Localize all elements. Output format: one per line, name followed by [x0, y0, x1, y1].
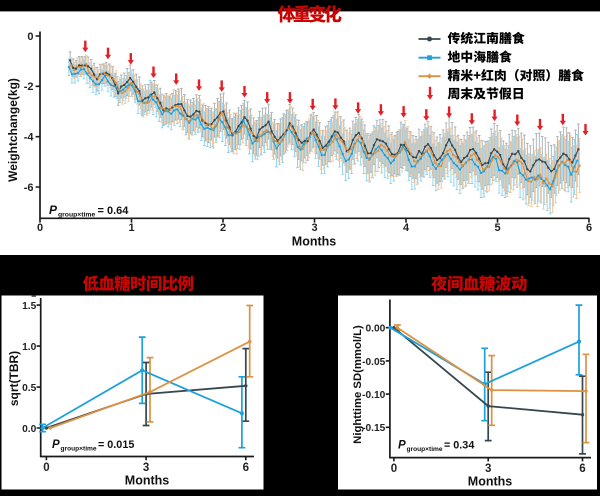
svg-text:-4: -4 [24, 132, 35, 144]
svg-text:-6: -6 [24, 182, 34, 194]
svg-text:group×time: group×time [61, 445, 97, 452]
svg-text:Months: Months [125, 474, 169, 488]
svg-text:-0.10: -0.10 [362, 390, 386, 401]
svg-text:6: 6 [579, 463, 585, 475]
svg-text:= 0.015: = 0.015 [98, 439, 134, 451]
svg-text:group×time: group×time [58, 212, 95, 219]
svg-text:group×time: group×time [407, 446, 443, 453]
svg-text:3: 3 [485, 463, 491, 475]
svg-text:P: P [398, 440, 406, 452]
svg-text:5: 5 [494, 222, 500, 234]
svg-text:0.0: 0.0 [22, 424, 36, 435]
svg-text:Nighttime SD(mmol/L): Nighttime SD(mmol/L) [352, 325, 364, 444]
svg-text:-2: -2 [24, 81, 34, 93]
svg-text:-0.05: -0.05 [362, 357, 386, 368]
svg-text:Months: Months [468, 475, 512, 489]
svg-text:6: 6 [586, 222, 592, 234]
svg-text:1.0: 1.0 [22, 342, 36, 353]
svg-text:= 0.34: = 0.34 [444, 440, 474, 452]
svg-text:Weightchange(kg): Weightchange(kg) [6, 78, 20, 182]
svg-text:4: 4 [403, 222, 410, 234]
svg-text:3: 3 [143, 462, 149, 474]
svg-text:0: 0 [27, 31, 33, 43]
svg-text:1.5: 1.5 [22, 301, 36, 312]
svg-text:0: 0 [43, 462, 49, 474]
svg-text:P: P [49, 203, 58, 217]
svg-text:0.00: 0.00 [365, 324, 385, 335]
svg-text:2: 2 [220, 222, 226, 234]
svg-text:3: 3 [311, 222, 317, 234]
svg-text:sqrt(TBR): sqrt(TBR) [7, 351, 21, 406]
svg-text:0: 0 [37, 222, 43, 234]
svg-text:Months: Months [292, 235, 336, 249]
svg-text:= 0.64: = 0.64 [98, 205, 130, 217]
svg-text:6: 6 [243, 462, 249, 474]
svg-text:-0.15: -0.15 [362, 423, 386, 434]
svg-text:1: 1 [128, 222, 134, 234]
svg-text:0.5: 0.5 [22, 383, 36, 394]
svg-text:0: 0 [391, 463, 397, 475]
svg-text:P: P [52, 439, 60, 451]
